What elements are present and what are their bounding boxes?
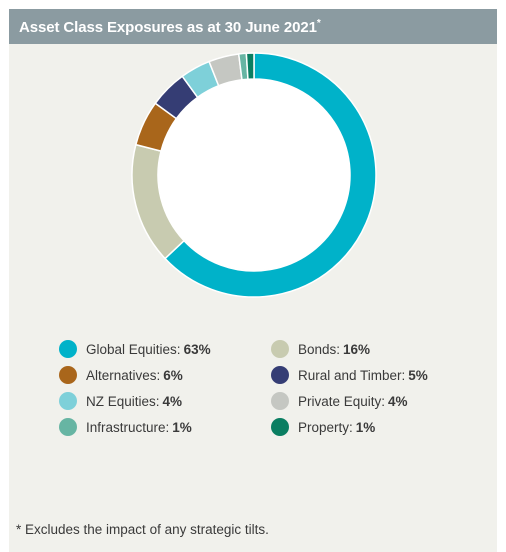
legend-label-property: Property: — [298, 419, 353, 435]
chart-title-marker: * — [316, 17, 321, 29]
legend-item-property: Property: 1% — [271, 417, 479, 437]
legend-label-infrastructure: Infrastructure: — [86, 419, 170, 435]
legend-item-alternatives: Alternatives: 6% — [59, 365, 271, 385]
legend-label-private-equity: Private Equity: — [298, 393, 386, 409]
chart-header: Asset Class Exposures as at 30 June 2021… — [9, 9, 497, 44]
donut-chart — [131, 52, 377, 298]
legend-value-rural-and-timber: 5% — [408, 367, 428, 383]
legend-label-bonds: Bonds: — [298, 341, 341, 357]
legend-value-bonds: 16% — [343, 341, 371, 357]
chart-title-text: Asset Class Exposures as at 30 June 2021 — [19, 18, 317, 36]
donut-slice-global-equities — [164, 52, 377, 298]
legend-swatch-global-equities — [59, 340, 77, 358]
legend-swatch-bonds — [271, 340, 289, 358]
legend-value-global-equities: 63% — [183, 341, 211, 357]
legend-item-nz-equities: NZ Equities: 4% — [59, 391, 271, 411]
legend-label-global-equities: Global Equities: — [86, 341, 181, 357]
legend-label-rural-and-timber: Rural and Timber: — [298, 367, 406, 383]
legend-swatch-nz-equities — [59, 392, 77, 410]
donut-hole — [158, 79, 350, 271]
legend-value-infrastructure: 1% — [172, 419, 192, 435]
chart-legend: Global Equities: 63% Bonds: 16% Alternatives… — [59, 339, 479, 437]
legend-item-rural-and-timber: Rural and Timber: 5% — [271, 365, 479, 385]
legend-swatch-private-equity — [271, 392, 289, 410]
legend-item-private-equity: Private Equity: 4% — [271, 391, 479, 411]
chart-panel: Global Equities: 63% Bonds: 16% Alternatives… — [9, 44, 497, 552]
footnote: * Excludes the impact of any strategic t… — [16, 522, 269, 537]
legend-swatch-rural-and-timber — [271, 366, 289, 384]
legend-item-bonds: Bonds: 16% — [271, 339, 479, 359]
legend-item-infrastructure: Infrastructure: 1% — [59, 417, 271, 437]
legend-value-nz-equities: 4% — [162, 393, 183, 409]
legend-value-private-equity: 4% — [388, 393, 408, 409]
legend-item-global-equities: Global Equities: 63% — [59, 339, 271, 359]
legend-label-alternatives: Alternatives: — [86, 367, 161, 383]
legend-value-property: 1% — [355, 419, 376, 435]
legend-swatch-property — [271, 418, 289, 436]
chart-title: Asset Class Exposures as at 30 June 2021… — [19, 18, 321, 36]
legend-swatch-alternatives — [59, 366, 77, 384]
legend-label-nz-equities: NZ Equities: — [86, 393, 160, 409]
legend-swatch-infrastructure — [59, 418, 77, 436]
donut-slice-property — [245, 52, 255, 80]
legend-value-alternatives: 6% — [163, 367, 183, 383]
